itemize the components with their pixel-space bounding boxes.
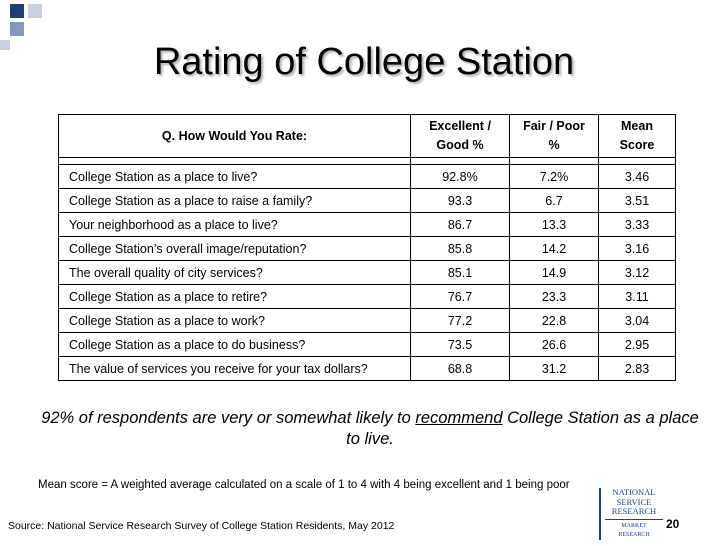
table-row: College Station as a place to work? 77.2… <box>58 308 676 333</box>
mean-score-note: Mean score = A weighted average calculat… <box>38 479 570 491</box>
header-mean-score: Mean Score <box>598 114 676 158</box>
row-excellent-good: 93.3 <box>410 188 510 213</box>
row-mean: 3.16 <box>598 236 676 261</box>
corner-square-decoration <box>10 22 24 36</box>
callout-text-before: 92% of respondents are very or somewhat … <box>41 409 416 427</box>
row-mean: 3.51 <box>598 188 676 213</box>
table-row: College Station as a place to live? 92.8… <box>58 164 676 189</box>
row-label: College Station as a place to do busines… <box>58 332 411 357</box>
header-fair-line1: Fair / Poor <box>523 119 585 133</box>
corner-square-decoration <box>28 4 42 18</box>
row-excellent-good: 92.8% <box>410 164 510 189</box>
row-mean: 2.83 <box>598 356 676 381</box>
row-label: College Station as a place to work? <box>58 308 411 333</box>
table-row: The value of services you receive for yo… <box>58 356 676 381</box>
row-fair-poor: 13.3 <box>509 212 599 237</box>
header-fair-line2: % <box>548 138 560 152</box>
row-mean: 3.12 <box>598 260 676 285</box>
table-row: College Station as a place to raise a fa… <box>58 188 676 213</box>
row-mean: 2.95 <box>598 332 676 357</box>
table-spacer-row <box>58 157 676 165</box>
table-header-row: Q. How Would You Rate: Excellent / Good … <box>58 114 676 158</box>
row-fair-poor: 31.2 <box>509 356 599 381</box>
source-citation: Source: National Service Research Survey… <box>8 520 395 532</box>
header-excellent-line2: Good % <box>436 138 484 152</box>
row-excellent-good: 73.5 <box>410 332 510 357</box>
ratings-table: Q. How Would You Rate: Excellent / Good … <box>58 114 676 381</box>
table-body: College Station as a place to live? 92.8… <box>58 157 676 381</box>
row-fair-poor: 6.7 <box>509 188 599 213</box>
row-label: College Station as a place to raise a fa… <box>58 188 411 213</box>
callout-text-after: College Station as a place to live. <box>346 409 699 448</box>
header-mean-line2: Score <box>619 138 655 152</box>
row-excellent-good: 68.8 <box>410 356 510 381</box>
logo-line1: NATIONAL <box>612 487 656 497</box>
row-label: The value of services you receive for yo… <box>58 356 411 381</box>
row-fair-poor: 14.9 <box>509 260 599 285</box>
logo-divider <box>605 518 663 520</box>
row-label: College Station as a place to live? <box>58 164 411 189</box>
header-excellent-line1: Excellent / <box>429 119 491 133</box>
row-mean: 3.33 <box>598 212 676 237</box>
row-label: The overall quality of city services? <box>58 260 411 285</box>
recommend-callout: 92% of respondents are very or somewhat … <box>40 408 700 450</box>
row-excellent-good: 86.7 <box>410 212 510 237</box>
row-fair-poor: 22.8 <box>509 308 599 333</box>
row-excellent-good: 76.7 <box>410 284 510 309</box>
row-label: College Station as a place to retire? <box>58 284 411 309</box>
table-row: Your neighborhood as a place to live? 86… <box>58 212 676 237</box>
table-row: College Station as a place to retire? 76… <box>58 284 676 309</box>
row-fair-poor: 7.2% <box>509 164 599 189</box>
row-excellent-good: 77.2 <box>410 308 510 333</box>
corner-square-decoration <box>10 4 24 18</box>
header-excellent-good: Excellent / Good % <box>410 114 510 158</box>
header-mean-line1: Mean <box>621 119 653 133</box>
row-mean: 3.46 <box>598 164 676 189</box>
callout-emphasis: recommend <box>415 409 503 427</box>
row-fair-poor: 26.6 <box>509 332 599 357</box>
row-excellent-good: 85.8 <box>410 236 510 261</box>
row-fair-poor: 23.3 <box>509 284 599 309</box>
logo-line3: RESEARCH <box>611 506 657 516</box>
logo-line2: SERVICE <box>616 496 652 507</box>
header-fair-poor: Fair / Poor % <box>509 114 599 158</box>
row-mean: 3.11 <box>598 284 676 309</box>
table-row: College Station’s overall image/reputati… <box>58 236 676 261</box>
corner-square-decoration <box>0 40 10 50</box>
table-row: The overall quality of city services? 85… <box>58 260 676 285</box>
header-question: Q. How Would You Rate: <box>58 114 411 158</box>
table-row: College Station as a place to do busines… <box>58 332 676 357</box>
row-label: College Station’s overall image/reputati… <box>58 236 411 261</box>
logo-line4: MARKET RESEARCH <box>618 522 650 539</box>
slide-title: Rating of College Station <box>153 41 575 83</box>
row-excellent-good: 85.1 <box>410 260 510 285</box>
row-mean: 3.04 <box>598 308 676 333</box>
national-service-research-logo: NATIONAL SERVICE RESEARCH MARKET RESEARC… <box>599 487 663 540</box>
page-number: 20 <box>666 517 680 531</box>
row-label: Your neighborhood as a place to live? <box>58 212 411 237</box>
row-fair-poor: 14.2 <box>509 236 599 261</box>
